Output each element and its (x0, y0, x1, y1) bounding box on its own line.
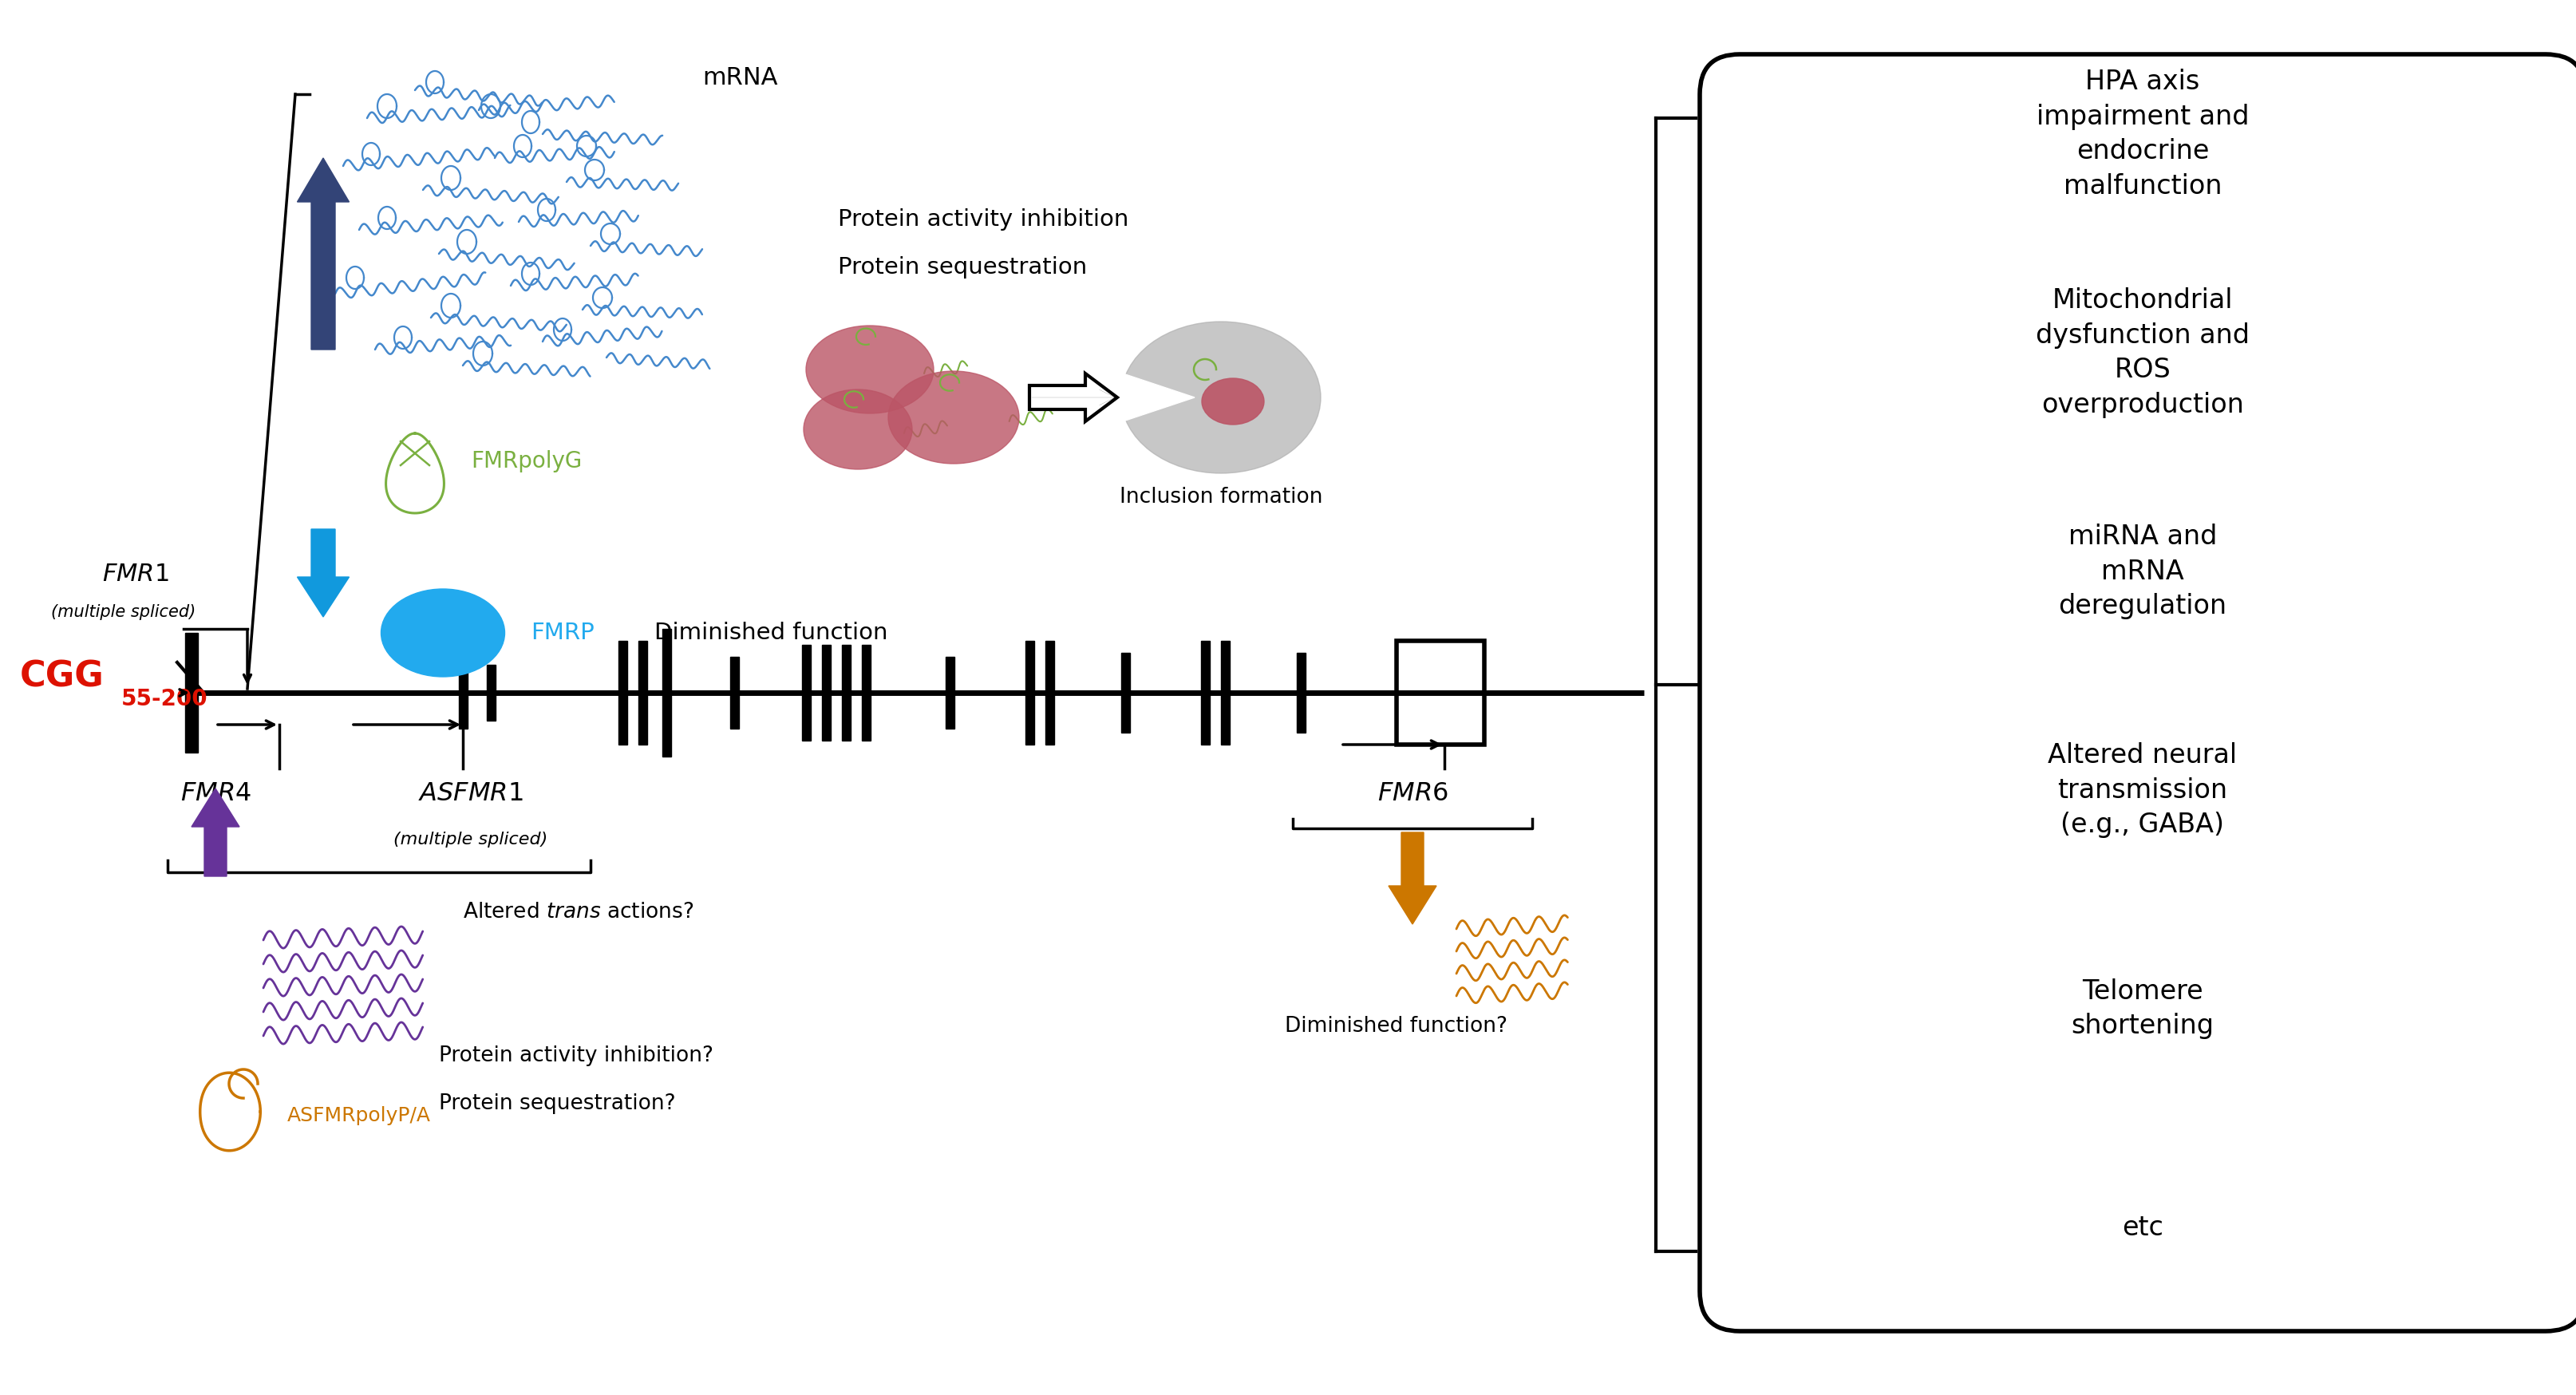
Bar (185, 633, 198, 752)
Text: $\it{FMR6}$: $\it{FMR6}$ (1378, 781, 1448, 806)
Text: Inclusion formation: Inclusion formation (1121, 487, 1321, 508)
Bar (639, 640, 647, 745)
FancyArrow shape (1388, 833, 1437, 923)
Bar (1121, 653, 1131, 732)
Text: (multiple spliced): (multiple spliced) (394, 831, 549, 848)
Text: $\it{FMR1}$: $\it{FMR1}$ (103, 562, 170, 586)
Text: FMRP: FMRP (531, 622, 595, 644)
Ellipse shape (806, 325, 933, 413)
Text: Diminished function: Diminished function (654, 622, 889, 644)
Bar (1025, 640, 1033, 745)
Text: $\it{ASFMR1}$: $\it{ASFMR1}$ (417, 781, 523, 806)
FancyArrow shape (296, 529, 350, 617)
Bar (801, 644, 811, 741)
Ellipse shape (889, 371, 1020, 463)
Bar (1046, 640, 1054, 745)
Bar (1200, 640, 1208, 745)
Text: Protein activity inhibition: Protein activity inhibition (837, 208, 1128, 230)
FancyBboxPatch shape (1700, 54, 2576, 1331)
Text: ASFMRpolyP/A: ASFMRpolyP/A (289, 1106, 430, 1126)
Text: Diminished function?: Diminished function? (1285, 1016, 1507, 1036)
Text: etc: etc (2123, 1214, 2164, 1240)
Bar (842, 644, 850, 741)
Text: 55-200: 55-200 (121, 688, 209, 710)
Bar (945, 657, 953, 728)
Bar (487, 665, 495, 721)
Text: FMRpolyG: FMRpolyG (471, 451, 582, 473)
Bar (459, 657, 466, 728)
Text: Protein sequestration?: Protein sequestration? (438, 1094, 675, 1115)
Text: Telomere
shortening: Telomere shortening (2071, 978, 2215, 1039)
Text: miRNA and
mRNA
deregulation: miRNA and mRNA deregulation (2058, 523, 2226, 619)
Bar (618, 640, 626, 745)
Ellipse shape (1121, 322, 1321, 473)
Text: (multiple spliced): (multiple spliced) (52, 604, 196, 621)
FancyArrow shape (1030, 361, 1195, 434)
Text: $\it{FMR4}$: $\it{FMR4}$ (180, 781, 250, 806)
Bar (729, 657, 739, 728)
Text: Protein sequestration: Protein sequestration (837, 257, 1087, 279)
Text: HPA axis
impairment and
endocrine
malfunction: HPA axis impairment and endocrine malfun… (2038, 68, 2249, 199)
Ellipse shape (804, 389, 912, 469)
Bar (822, 644, 829, 741)
Text: Altered neural
transmission
(e.g., GABA): Altered neural transmission (e.g., GABA) (2048, 742, 2239, 838)
Bar (1221, 640, 1229, 745)
Bar (662, 629, 670, 756)
Text: mRNA: mRNA (703, 67, 778, 89)
Ellipse shape (381, 589, 505, 677)
FancyArrow shape (191, 788, 240, 876)
Text: Protein activity inhibition?: Protein activity inhibition? (438, 1045, 714, 1066)
Bar (1396, 640, 1484, 745)
FancyArrow shape (296, 158, 350, 350)
Ellipse shape (1203, 378, 1265, 424)
Bar (1296, 653, 1306, 732)
Text: CGG: CGG (21, 660, 106, 693)
Text: Mitochondrial
dysfunction and
ROS
overproduction: Mitochondrial dysfunction and ROS overpr… (2035, 287, 2249, 418)
Text: Altered $\it{trans}$ actions?: Altered $\it{trans}$ actions? (464, 901, 693, 922)
Bar (860, 644, 871, 741)
